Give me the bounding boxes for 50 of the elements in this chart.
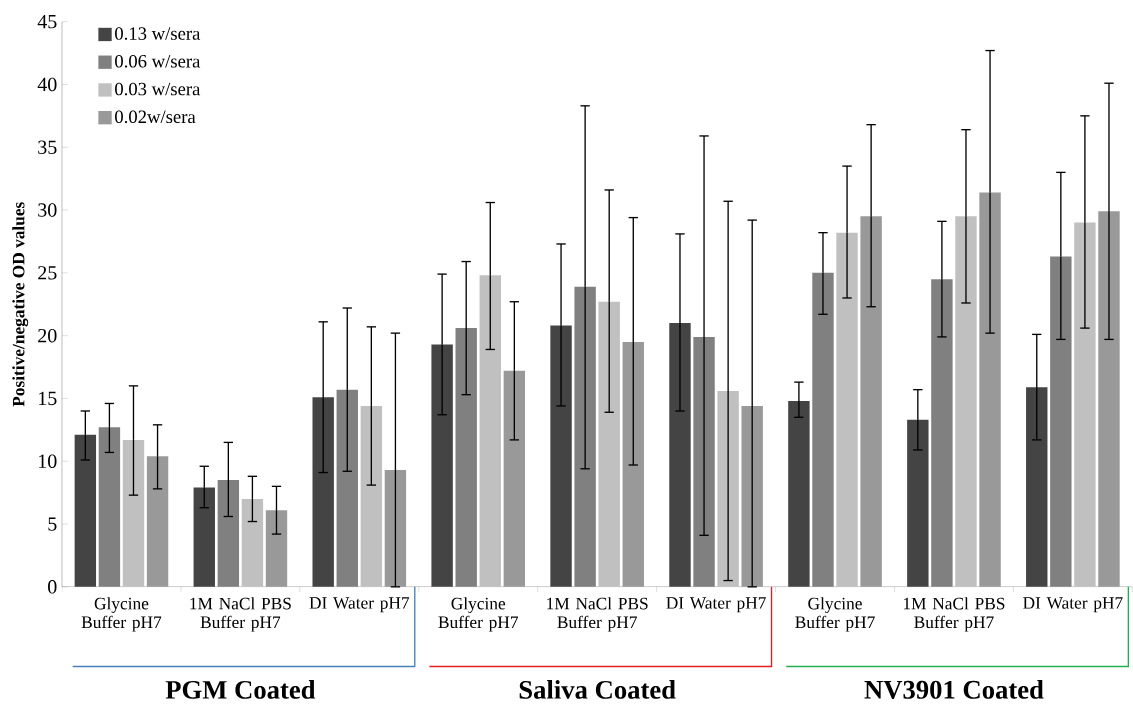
bar: [122, 439, 145, 587]
legend-label: 0.13 w/sera: [115, 27, 201, 41]
bar: [669, 323, 691, 587]
x-tick-label: 1M NaCl PBS Buffer pH7: [903, 597, 1005, 632]
bar: [598, 301, 620, 587]
bar: [503, 370, 526, 587]
legend-label: 0.02w/sera: [115, 110, 196, 124]
bar: [193, 487, 215, 587]
bar: [1098, 211, 1120, 587]
bar: [146, 456, 169, 587]
x-tick-label: DI Water pH7: [1023, 597, 1123, 613]
legend-label: 0.03 w/sera: [115, 82, 201, 96]
bar: [860, 216, 882, 587]
bar: [979, 192, 1001, 587]
bar: [74, 434, 97, 587]
y-tick-label: 45: [37, 15, 57, 29]
bar: [1026, 387, 1048, 587]
bar: [1074, 222, 1096, 587]
bar: [265, 510, 288, 587]
bar: [907, 419, 929, 587]
bar: [955, 216, 977, 587]
y-tick-label: 5: [48, 517, 57, 531]
text: NV3901 Coated: [864, 680, 1044, 700]
x-tick-label: Glycine Buffer pH7: [81, 597, 162, 632]
bar: [479, 275, 501, 587]
text: Saliva Coated: [519, 680, 676, 699]
y-tick-label: 30: [38, 203, 57, 217]
legend-label: 0.06 w/sera: [115, 55, 201, 68]
x-tick-label: 1M NaCl PBS Buffer pH7: [547, 597, 648, 632]
y-tick-label: 10: [39, 454, 57, 469]
bar: [788, 401, 810, 587]
text: PGM Coated: [165, 680, 316, 699]
bar: [241, 499, 264, 587]
y-tick-label: 25: [38, 266, 57, 280]
y-tick-label: 0: [48, 580, 57, 594]
y-tick-label: 20: [38, 328, 57, 343]
x-tick-label: Glycine Buffer pH7: [795, 597, 875, 632]
x-tick-label: 1M NaCl PBS Buffer pH7: [190, 597, 291, 632]
x-tick-label: DI Water pH7: [309, 597, 410, 613]
y-tick-label: 35: [38, 140, 57, 155]
bar: [431, 344, 453, 587]
y-tick-label: 15: [39, 391, 57, 406]
bar: [836, 232, 858, 587]
bar: [550, 325, 572, 587]
y-axis-title: Positive/negative OD values: [12, 202, 29, 407]
bar: [360, 406, 383, 587]
x-tick-label: Glycine Buffer pH7: [438, 597, 518, 632]
bar: [312, 397, 334, 587]
x-tick-label: DI Water pH7: [666, 597, 766, 613]
y-tick-label: 40: [37, 77, 57, 92]
